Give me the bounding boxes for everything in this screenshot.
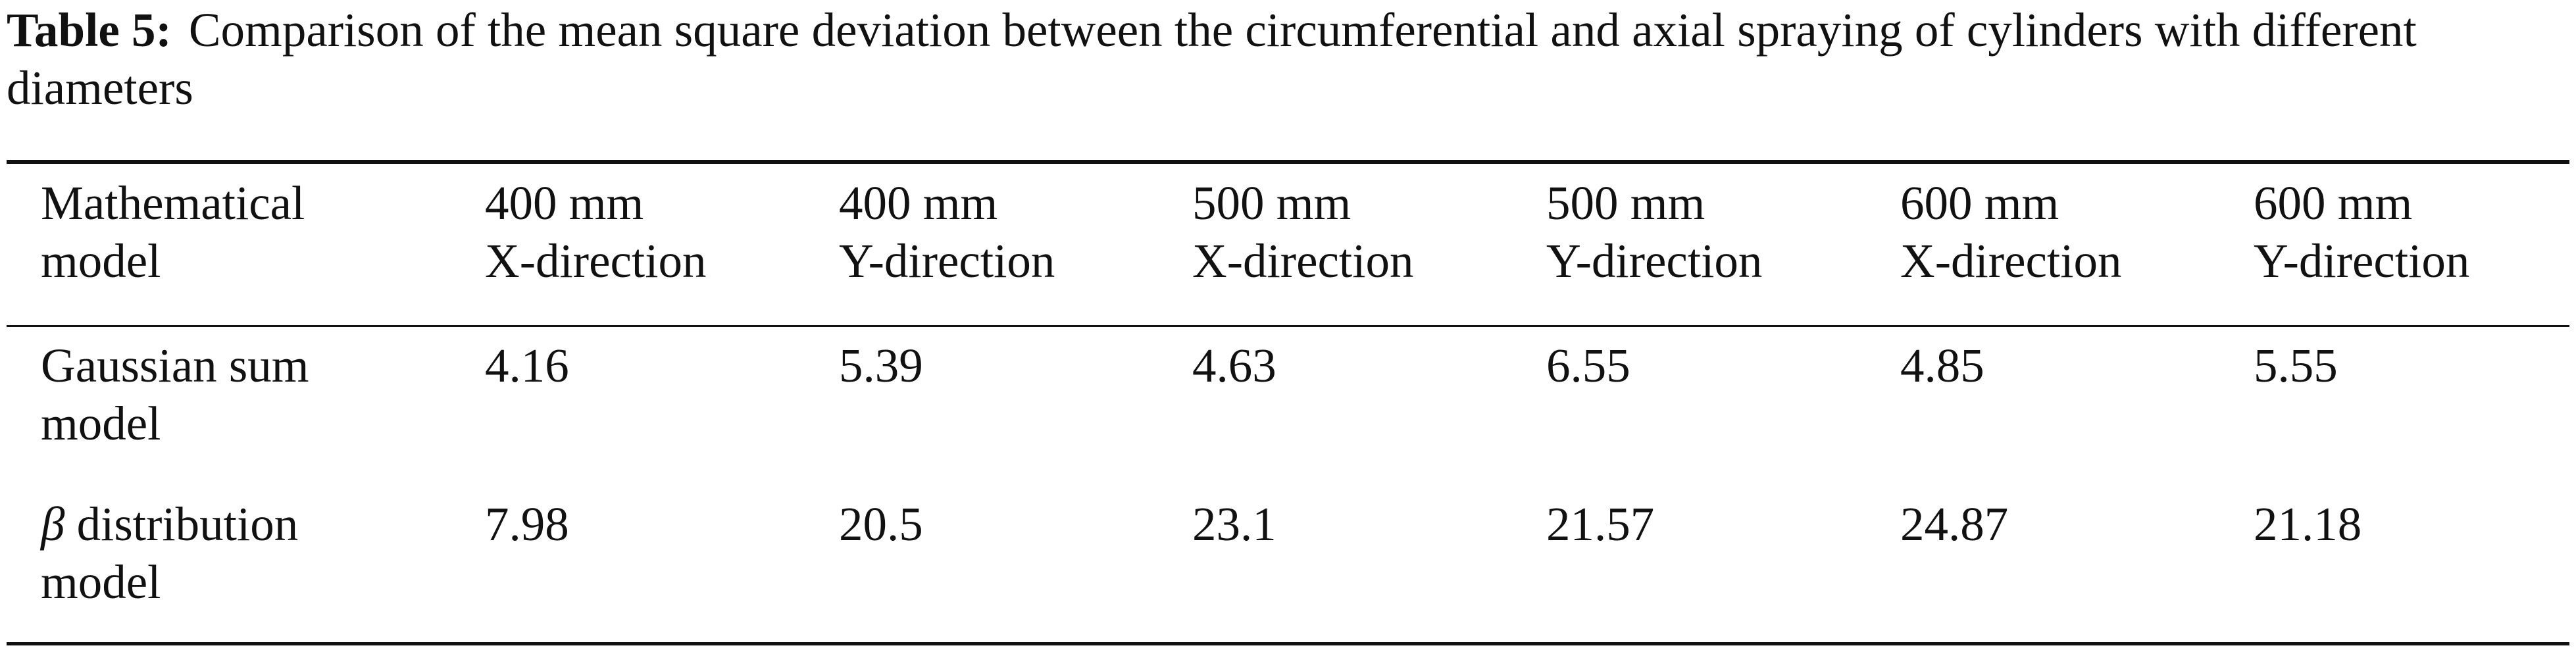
table-row: β distribution model 7.98 20.5 23.1 21.5… — [7, 484, 2569, 642]
table-header-row: Mathematical model 400 mm X-direction 40… — [7, 164, 2569, 325]
table-cell: 7.98 — [485, 497, 569, 551]
header-line: 600 mm — [1900, 176, 2059, 230]
table-cell: 4.63 — [1192, 339, 1276, 392]
header-line: Mathematical — [41, 176, 305, 230]
comparison-table: Mathematical model 400 mm X-direction 40… — [7, 164, 2569, 642]
header-cell-500-y: 500 mm Y-direction — [1512, 164, 1866, 325]
table-caption-label: Table 5: — [7, 3, 172, 57]
header-line: Y-direction — [839, 234, 1055, 288]
header-line: Y-direction — [2254, 234, 2470, 288]
header-line: Y-direction — [1546, 234, 1763, 288]
header-line: X-direction — [485, 234, 707, 288]
table-cell: 6.55 — [1546, 339, 1630, 392]
header-line: X-direction — [1900, 234, 2122, 288]
table-caption: Table 5: Comparison of the mean square de… — [7, 1, 2566, 117]
table-caption-text: Comparison of the mean square deviation … — [7, 3, 2417, 114]
row-label-line: model — [41, 555, 161, 609]
row-label-beta-distribution-model: β distribution model — [7, 484, 451, 642]
row-label-line: Gaussian sum — [41, 339, 309, 392]
row-label-text: distribution — [64, 497, 299, 551]
table-top-rule — [7, 160, 2569, 164]
row-label-line: β distribution — [41, 495, 451, 553]
table-row: Gaussian sum model 4.16 5.39 4.63 6.55 4… — [7, 325, 2569, 484]
table-cell: 23.1 — [1192, 497, 1276, 551]
header-line: 400 mm — [485, 176, 644, 230]
header-line: 500 mm — [1546, 176, 1705, 230]
table-cell: 21.57 — [1546, 497, 1655, 551]
header-cell-500-x: 500 mm X-direction — [1158, 164, 1512, 325]
table-cell: 24.87 — [1900, 497, 2009, 551]
header-cell-model: Mathematical model — [7, 164, 451, 325]
header-line: 600 mm — [2254, 176, 2413, 230]
table-cell: 20.5 — [839, 497, 923, 551]
header-cell-400-x: 400 mm X-direction — [451, 164, 805, 325]
table-cell: 4.16 — [485, 339, 569, 392]
header-line: model — [41, 234, 161, 288]
header-cell-400-y: 400 mm Y-direction — [805, 164, 1158, 325]
header-cell-600-y: 600 mm Y-direction — [2219, 164, 2569, 325]
beta-symbol: β — [41, 497, 65, 551]
header-line: 400 mm — [839, 176, 998, 230]
table-bottom-rule — [7, 642, 2569, 645]
header-line: 500 mm — [1192, 176, 1351, 230]
table-cell: 21.18 — [2254, 497, 2362, 551]
header-line: X-direction — [1192, 234, 1414, 288]
row-label-line: model — [41, 397, 161, 450]
table-cell: 4.85 — [1900, 339, 1984, 392]
row-label-gaussian-sum-model: Gaussian sum model — [7, 325, 451, 484]
header-cell-600-x: 600 mm X-direction — [1866, 164, 2219, 325]
table-cell: 5.55 — [2254, 339, 2338, 392]
table-header-rule — [7, 325, 2569, 327]
table-cell: 5.39 — [839, 339, 923, 392]
